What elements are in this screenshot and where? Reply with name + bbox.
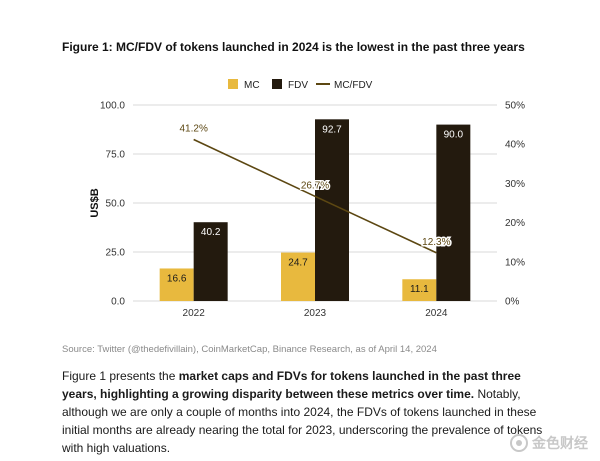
watermark: 金色财经 <box>510 433 588 453</box>
y-tick-label: 75.0 <box>106 150 126 161</box>
source-note: Source: Twitter (@thedefivillain), CoinM… <box>62 344 437 355</box>
body-paragraph: Figure 1 presents the market caps and FD… <box>62 367 552 457</box>
y2-tick-label: 20% <box>505 218 525 229</box>
bar-fdv <box>436 124 471 301</box>
x-tick-label: 2024 <box>425 308 448 319</box>
y2-tick-label: 40% <box>505 140 525 151</box>
bar-mc <box>402 279 437 301</box>
legend-swatch <box>272 79 282 89</box>
body-text-highlight: market caps and FDVs for tokens launched… <box>62 369 521 401</box>
watermark-text: 金色财经 <box>532 435 588 451</box>
data-label-fdv: 92.7 <box>322 124 342 135</box>
data-label-ratio: 12.3% <box>422 237 450 248</box>
line-mc-fdv <box>193 138 437 254</box>
y-tick-label: 50.0 <box>106 199 126 210</box>
y2-tick-label: 10% <box>505 257 525 268</box>
y-tick-label: 0.0 <box>111 297 125 308</box>
y-axis-title: US$B <box>89 188 101 217</box>
legend-label: FDV <box>288 80 308 91</box>
body-text-rest: Notably, although we are only a couple o… <box>62 387 543 455</box>
legend-label: MC/FDV <box>334 80 373 91</box>
y2-tick-label: 50% <box>505 101 525 112</box>
x-tick-label: 2022 <box>183 308 206 319</box>
data-label-mc: 24.7 <box>288 258 308 269</box>
legend-label: MC <box>244 80 260 91</box>
body-text-intro: Figure 1 presents the <box>62 369 179 383</box>
figure-title: Figure 1: MC/FDV of tokens launched in 2… <box>62 40 525 54</box>
data-label-fdv: 40.2 <box>201 227 221 238</box>
y2-tick-label: 0% <box>505 297 520 308</box>
legend-swatch <box>228 79 238 89</box>
y-tick-label: 100.0 <box>100 101 125 112</box>
data-label-mc: 16.6 <box>167 273 187 284</box>
data-label-ratio: 41.2% <box>179 123 207 134</box>
watermark-logo-icon <box>510 434 528 452</box>
bar-mc <box>159 268 194 301</box>
data-label-fdv: 90.0 <box>444 130 464 141</box>
x-tick-label: 2023 <box>304 308 327 319</box>
data-label-ratio: 26.7% <box>301 180 329 191</box>
mc-fdv-chart: 0.0 25.0 50.0 75.0 100.0 0% 10% 20% 30% 40% 50% US$… <box>89 79 525 319</box>
bar-mc <box>281 252 315 301</box>
y-tick-label: 25.0 <box>106 248 126 259</box>
y2-tick-label: 30% <box>505 179 525 190</box>
bar-fdv <box>193 222 228 301</box>
data-label-mc: 11.1 <box>410 284 429 295</box>
